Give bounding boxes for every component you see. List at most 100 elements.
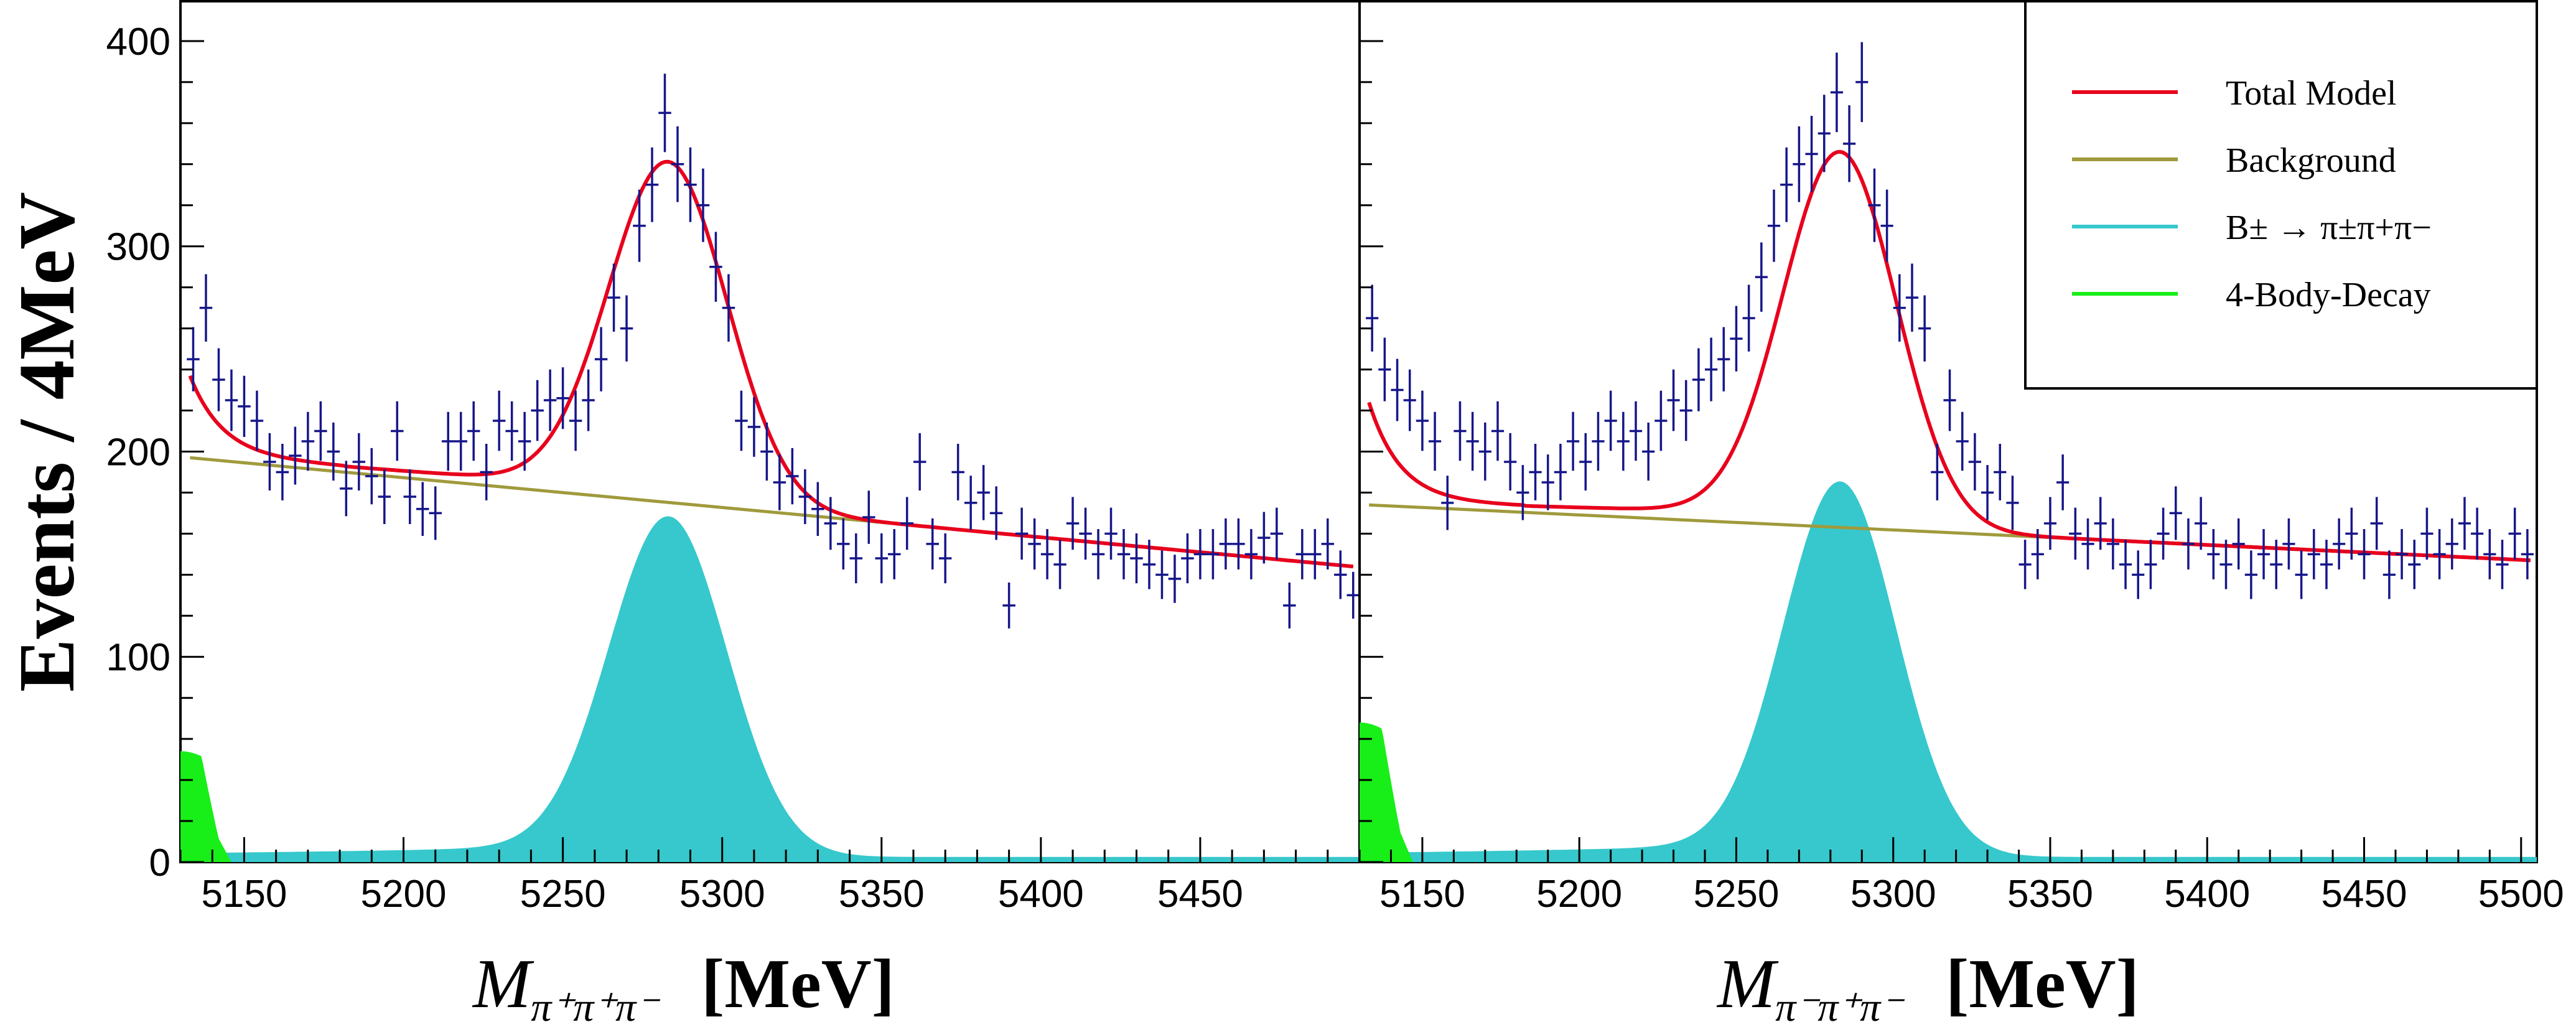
data-point — [1079, 507, 1092, 560]
data-point — [1830, 52, 1843, 133]
data-point — [951, 443, 964, 500]
data-point — [2219, 540, 2233, 589]
data-point — [1258, 512, 1271, 564]
data-point — [671, 126, 684, 202]
data-point — [289, 426, 302, 485]
data-point — [1441, 476, 1454, 530]
data-point — [862, 490, 875, 544]
data-point — [1168, 555, 1182, 603]
y-tick-label: 100 — [106, 636, 170, 679]
data-point — [2521, 528, 2534, 579]
data-point — [2244, 550, 2257, 599]
data-point — [1270, 507, 1284, 560]
data-point — [1742, 284, 1755, 352]
data-point — [645, 147, 659, 222]
data-point — [1516, 465, 1529, 520]
data-point — [1642, 422, 1655, 481]
data-point — [187, 327, 200, 392]
data-point — [1428, 411, 1442, 471]
data-point — [926, 518, 939, 570]
left-x-unit: [MeV] — [701, 945, 895, 1023]
data-point — [1283, 582, 1296, 629]
data-point — [365, 448, 378, 505]
data-point — [1219, 518, 1233, 570]
data-point — [2420, 507, 2434, 560]
data-point — [594, 327, 608, 392]
y-axis-label: Events / 4MeV — [2, 192, 91, 692]
legend-label: Background — [2226, 141, 2396, 180]
data-point — [1391, 359, 1404, 421]
data-point — [1130, 533, 1143, 584]
data-point — [1566, 411, 1580, 471]
legend-label: 4-Body-Decay — [2226, 276, 2431, 314]
data-point — [2358, 528, 2371, 579]
data-point — [1193, 528, 1207, 579]
right-y-axis — [1360, 0, 1383, 863]
x-tick-label: 5300 — [679, 873, 765, 916]
data-point — [2232, 518, 2245, 570]
legend-entry: B± → π±π+π− — [2072, 209, 2432, 247]
data-point — [1181, 533, 1194, 584]
data-point — [633, 189, 646, 262]
data-point — [2295, 550, 2308, 599]
x-tick-label: 5400 — [998, 873, 1084, 916]
data-point — [2345, 507, 2358, 560]
left-plot-area — [180, 73, 1360, 862]
data-point — [1617, 411, 1630, 471]
data-point — [1692, 348, 1705, 411]
data-point — [1855, 42, 1869, 123]
x-tick-label: 5400 — [2164, 873, 2250, 916]
right-total-model-curve — [1367, 149, 2531, 563]
data-point — [276, 443, 289, 500]
data-point — [1104, 507, 1118, 560]
data-point — [1491, 401, 1505, 461]
data-point — [1403, 369, 1416, 431]
data-point — [1478, 422, 1491, 481]
data-point — [2508, 507, 2521, 560]
data-point — [543, 369, 557, 431]
data-point — [1040, 528, 1054, 579]
data-point — [1346, 571, 1360, 619]
legend-label: B± → π±π+π− — [2226, 209, 2432, 247]
left-x-axis-label: Mπ⁺π⁺π⁻ [MeV] — [472, 945, 895, 1030]
data-point — [301, 411, 315, 471]
data-point — [1818, 95, 1831, 172]
data-point — [1943, 369, 1956, 431]
x-tick-label: 5150 — [1379, 873, 1465, 916]
data-point — [225, 369, 238, 431]
data-point — [2119, 540, 2132, 589]
x-tick-label: 5450 — [2322, 873, 2407, 916]
data-point — [849, 533, 863, 584]
data-point — [1232, 518, 1245, 570]
legend-items: Total Model Background B± → π±π+π− 4-Body-D… — [2072, 74, 2432, 314]
data-point — [352, 433, 366, 491]
legend-entry: Background — [2072, 141, 2396, 180]
data-point — [531, 380, 544, 441]
data-point — [684, 147, 697, 222]
data-point — [1309, 528, 1322, 579]
data-point — [2370, 497, 2383, 550]
data-point — [2157, 507, 2170, 560]
data-point — [735, 390, 748, 451]
data-point — [2018, 540, 2032, 589]
data-point — [1592, 411, 1605, 471]
data-point — [1142, 540, 1156, 589]
data-point — [2458, 497, 2471, 550]
data-point — [1730, 306, 1743, 372]
data-point — [1793, 126, 1806, 202]
data-point — [314, 401, 327, 461]
right-x-symbol: M — [1716, 945, 1779, 1023]
data-point — [582, 369, 595, 431]
data-point — [2132, 550, 2145, 599]
data-point — [2471, 507, 2484, 560]
data-point — [480, 443, 493, 500]
data-point — [378, 469, 391, 525]
data-point — [1780, 147, 1793, 222]
data-point — [620, 295, 633, 362]
data-point — [1466, 411, 1479, 471]
data-point — [1842, 105, 1856, 182]
data-point — [454, 411, 467, 471]
data-point — [1366, 284, 1379, 352]
data-point — [1504, 433, 1517, 491]
y-tick-label: 0 — [149, 842, 170, 884]
